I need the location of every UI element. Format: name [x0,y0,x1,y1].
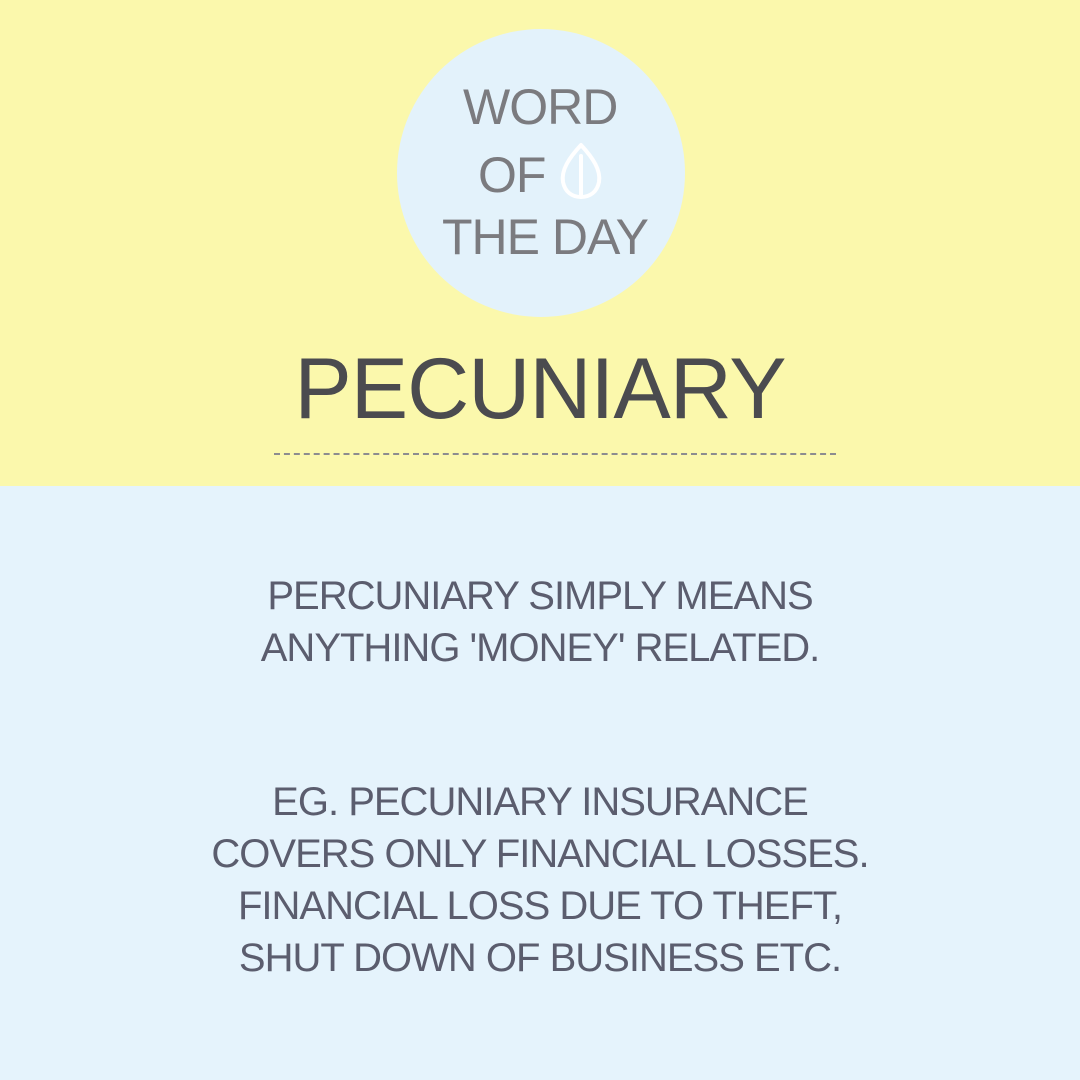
leaf-icon [560,143,602,199]
example-line: SHUT DOWN OF BUSINESS ETC. [238,936,842,980]
badge-line-the-day: THE DAY [442,209,649,265]
example-line: EG. PECUNIARY INSURANCE [272,780,809,824]
dashed-divider [274,453,836,455]
definition-text: PERCUNIARY SIMPLY MEANS ANYTHING 'MONEY'… [0,570,1080,674]
definition-line: PERCUNIARY SIMPLY MEANS [267,574,813,618]
definition-line: ANYTHING 'MONEY' RELATED. [260,626,821,670]
badge-circle [397,29,685,317]
word-title: PECUNIARY [294,341,786,437]
badge-line-word: WORD [463,79,618,135]
badge-line-of: OF [478,147,546,203]
example-line: FINANCIAL LOSS DUE TO THEFT, [238,884,843,928]
example-text: EG. PECUNIARY INSURANCE COVERS ONLY FINA… [0,776,1080,984]
example-line: COVERS ONLY FINANCIAL LOSSES. [211,832,869,876]
bottom-panel [0,486,1080,1080]
